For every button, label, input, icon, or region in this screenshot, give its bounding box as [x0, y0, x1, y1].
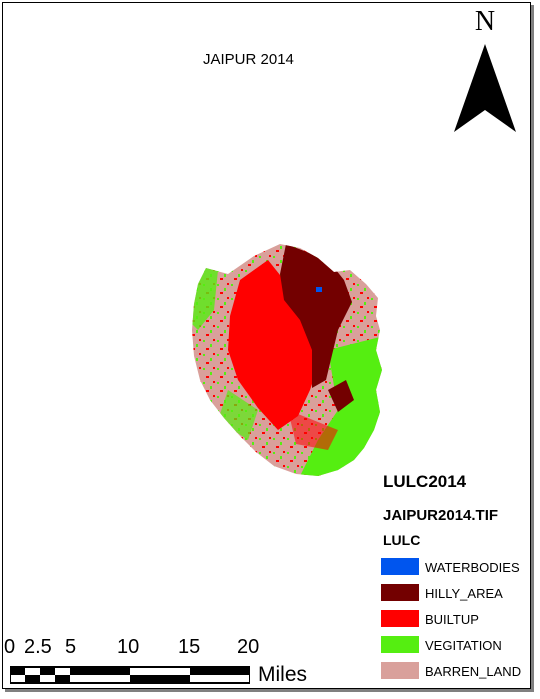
legend-field-name: LULC — [383, 532, 421, 548]
scale-tick-15: 15 — [178, 636, 201, 658]
legend-heading: LULC2014 — [383, 472, 467, 491]
vegetation-south — [218, 390, 258, 440]
north-label: N — [475, 6, 495, 37]
waterbody — [316, 287, 322, 292]
scale-unit-label: Miles — [258, 663, 308, 686]
scale-bar — [10, 666, 250, 684]
hilly-area-south — [328, 380, 354, 412]
legend-label-vegetation: VEGITATION — [425, 638, 502, 653]
legend-raster-name: JAIPUR2014.TIF — [383, 507, 499, 524]
hilly-area-region — [280, 244, 352, 388]
scale-tick-5: 5 — [65, 636, 77, 658]
legend-label-barren-land: BARREN_LAND — [425, 664, 522, 679]
builtup-spread — [288, 410, 338, 450]
scale-tick-10: 10 — [117, 636, 140, 658]
legend-label-builtup: BUILTUP — [425, 612, 479, 627]
legend-label-hilly-area: HILLY_AREA — [425, 586, 503, 601]
scale-tick-0: 0 — [4, 636, 16, 658]
scale-tick-2-5: 2.5 — [24, 636, 52, 658]
legend-swatch-vegetation — [381, 636, 419, 653]
map-title: JAIPUR 2014 — [203, 51, 294, 68]
legend-swatch-waterbodies — [381, 558, 419, 575]
legend-label-waterbodies: WATERBODIES — [425, 560, 520, 575]
legend-swatch-barren-land — [381, 662, 419, 679]
legend-swatch-builtup — [381, 610, 419, 627]
lulc-map — [192, 244, 382, 476]
legend-swatch-hilly-area — [381, 584, 419, 601]
scale-tick-20: 20 — [237, 636, 260, 658]
north-arrow-icon: N — [454, 6, 516, 132]
